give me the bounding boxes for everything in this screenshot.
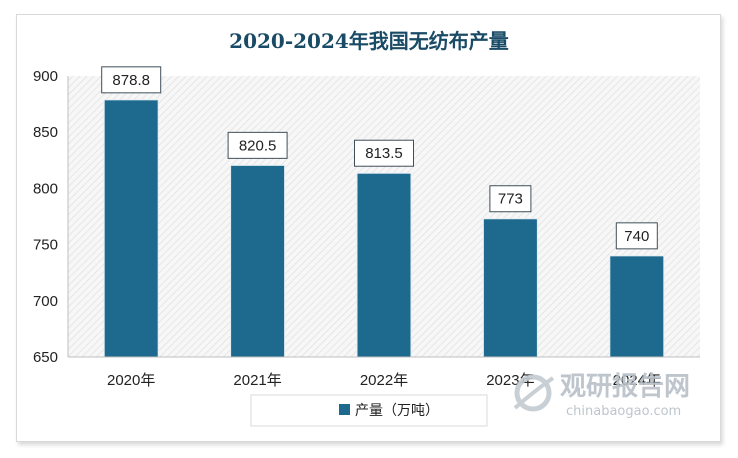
watermark-logo-icon	[514, 374, 552, 412]
data-label: 740	[624, 228, 649, 245]
y-tick-label: 650	[33, 349, 58, 366]
data-label: 773	[498, 191, 523, 208]
y-tick-label: 800	[33, 180, 58, 197]
watermark: 观研报告网 chinabaogao.com	[513, 371, 690, 419]
bar	[609, 255, 665, 358]
watermark-brand-en: chinabaogao.com	[566, 404, 681, 419]
legend-swatch	[339, 404, 350, 415]
bar	[230, 164, 286, 358]
x-tick-label: 2022年	[360, 372, 408, 389]
x-tick-label: 2024年	[613, 372, 661, 389]
legend-series-label: 产量（万吨）	[355, 403, 439, 419]
y-tick-label: 850	[33, 124, 58, 141]
bar	[103, 99, 159, 358]
y-tick-label: 900	[33, 68, 58, 85]
x-axis: 2020年 2021年 2022年 2023年 2024年	[68, 356, 700, 389]
legend-box	[250, 394, 488, 427]
y-tick-label: 750	[33, 237, 58, 254]
data-label: 813.5	[365, 145, 403, 162]
data-label-box	[615, 222, 658, 250]
data-label-box	[227, 131, 288, 159]
watermark-brand-cn: 观研报告网	[560, 371, 690, 402]
bar	[482, 218, 538, 358]
x-tick-label: 2021年	[233, 372, 281, 389]
data-label-box	[489, 185, 532, 213]
legend: 产量（万吨）	[250, 394, 488, 427]
y-tick-label: 700	[33, 293, 58, 310]
x-tick-label: 2023年	[486, 372, 534, 389]
watermark-logo-swoosh-icon	[513, 376, 555, 410]
bar	[356, 172, 412, 358]
data-label-box	[101, 66, 162, 94]
data-label: 820.5	[239, 137, 277, 154]
data-label: 878.8	[112, 72, 150, 89]
data-label-box	[354, 139, 414, 167]
chart-title: 2020-2024年我国无纺布产量	[229, 29, 509, 53]
y-axis: 900 850 800 750 700 650	[33, 68, 69, 366]
x-tick-label: 2020年	[107, 372, 155, 389]
data-labels: 878.8 820.5 813.5 773 740	[101, 66, 658, 250]
